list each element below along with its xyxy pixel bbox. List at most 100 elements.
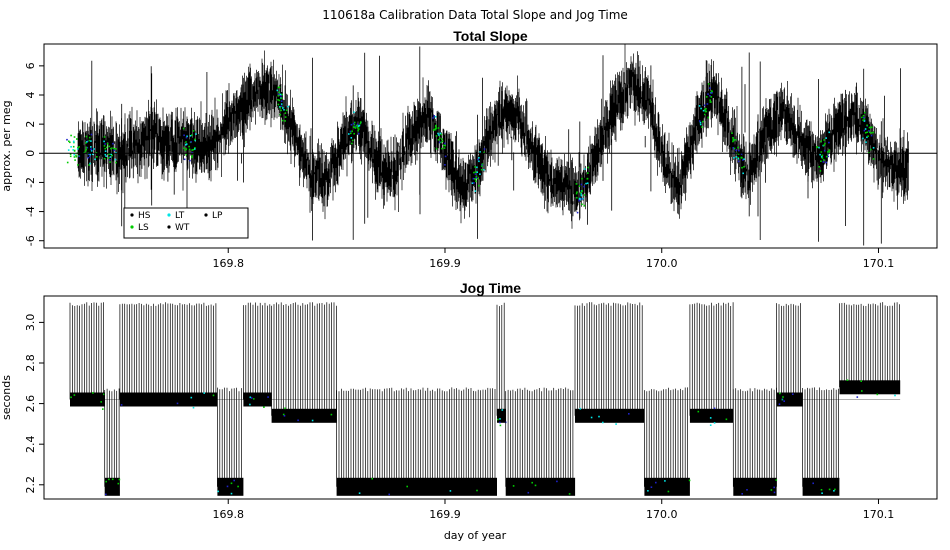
calib-point (737, 146, 739, 149)
calib-point (433, 128, 436, 131)
calib-point (580, 198, 583, 200)
calib-point (443, 144, 445, 147)
calib-point (700, 107, 702, 110)
jog-spikes (839, 302, 900, 388)
calib-point (735, 156, 738, 158)
calib-point (190, 396, 193, 399)
calib-point (709, 424, 712, 426)
calib-point (85, 146, 88, 149)
legend-label: HS (138, 211, 151, 221)
calib-point (110, 153, 112, 156)
jog-spikes (336, 387, 496, 487)
calib-point (478, 160, 480, 163)
calib-point (94, 158, 96, 161)
calib-point (444, 164, 446, 166)
calib-point (704, 113, 706, 116)
calib-point (89, 162, 91, 165)
calib-point (66, 138, 68, 141)
calib-point (779, 392, 781, 395)
calib-point (585, 182, 587, 185)
calib-point (480, 168, 483, 171)
calib-point (439, 137, 441, 139)
calib-point (435, 135, 438, 137)
calib-point (735, 149, 737, 152)
calib-point (481, 165, 483, 167)
calib-point (354, 125, 357, 128)
calib-point (435, 124, 437, 127)
calib-point (732, 138, 735, 141)
legend-marker (167, 213, 171, 217)
calib-point (72, 141, 75, 143)
calib-point (280, 97, 283, 100)
jog-band (271, 408, 337, 423)
calib-point (737, 160, 740, 163)
calib-point (733, 147, 736, 150)
calib-point (189, 135, 192, 137)
calib-point (732, 140, 734, 143)
calib-point (354, 127, 357, 129)
calib-point (285, 109, 288, 112)
calib-point (828, 141, 830, 144)
calib-point (280, 95, 282, 97)
calib-point (871, 126, 873, 128)
calib-point (353, 132, 355, 135)
calib-point (477, 177, 479, 180)
calib-point (444, 155, 447, 158)
calib-point (297, 419, 299, 422)
calib-point (92, 153, 94, 155)
calib-point (88, 139, 91, 142)
calib-point (473, 171, 475, 174)
calib-point (713, 422, 716, 424)
calib-point (863, 118, 866, 120)
y-tick-label: 2.8 (24, 354, 37, 372)
calib-point (267, 396, 269, 398)
calib-point (217, 490, 219, 493)
calib-point (667, 490, 670, 493)
jog-band (217, 477, 244, 496)
jog-spikes (271, 302, 337, 416)
legend-label: LT (175, 211, 185, 221)
calib-point (349, 130, 352, 133)
calib-point (587, 166, 589, 169)
calib-point (828, 131, 830, 134)
calib-point (112, 147, 114, 149)
calib-point (90, 148, 92, 151)
jog-band (575, 408, 645, 423)
calib-point (183, 147, 185, 149)
calib-point (894, 394, 896, 397)
calib-point (188, 148, 191, 151)
calib-point (706, 103, 709, 105)
calib-point (280, 103, 283, 105)
calib-point (277, 94, 280, 97)
panel-title: Jog Time (460, 280, 521, 296)
calib-point (820, 140, 822, 143)
calib-point (483, 151, 485, 154)
calib-point (876, 393, 879, 396)
calib-point (615, 423, 617, 425)
calib-point (818, 146, 820, 149)
calib-point (583, 194, 586, 196)
jog-spikes (104, 388, 120, 487)
jog-spikes (217, 387, 242, 487)
calib-point (103, 393, 105, 396)
calib-point (184, 149, 187, 151)
calib-point (655, 481, 657, 484)
calib-point (185, 143, 188, 145)
calib-point (105, 155, 107, 157)
calib-point (474, 171, 477, 173)
calib-point (856, 396, 859, 398)
calib-point (96, 156, 98, 158)
calib-point (579, 197, 581, 200)
calib-point (583, 185, 585, 188)
calib-point (192, 148, 195, 151)
calib-point (89, 153, 92, 156)
calib-point (864, 128, 867, 130)
calib-point (89, 155, 91, 158)
calib-point (575, 183, 578, 185)
calib-point (820, 151, 823, 153)
calib-point (249, 403, 251, 406)
calib-point (280, 105, 283, 107)
calib-point (441, 138, 443, 140)
calib-point (191, 156, 193, 159)
calib-point (474, 166, 476, 168)
